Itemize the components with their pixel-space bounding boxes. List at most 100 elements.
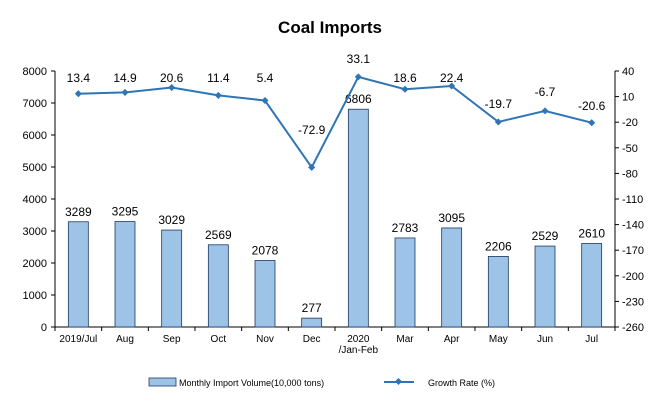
legend-line-marker <box>394 377 403 386</box>
right-tick-label: -230 <box>622 296 644 308</box>
bar <box>441 227 463 328</box>
bar <box>161 229 183 328</box>
bar-value-label: 3289 <box>65 205 92 219</box>
x-category-label-line: /Jan-Feb <box>339 345 379 356</box>
right-tick-label: -50 <box>622 143 638 155</box>
right-tick-label: -170 <box>622 245 644 257</box>
right-tick-label: -140 <box>622 220 644 232</box>
left-tick-label: 5000 <box>23 162 47 174</box>
bar-data-labels: 3289 3295 3029 2569 2078 277 6806 2783 3095 2206 2… <box>65 92 605 315</box>
x-category-label: Jun <box>537 334 553 345</box>
left-tick-label: 4000 <box>23 194 47 206</box>
bar <box>207 244 229 328</box>
bar-value-label: 3095 <box>438 211 465 225</box>
line-value-label: 11.4 <box>207 71 230 85</box>
bar-value-label: 277 <box>302 301 322 315</box>
x-category-label-line: Apr <box>444 334 460 345</box>
bar <box>394 237 416 328</box>
right-tick-label: -200 <box>622 271 644 283</box>
line-point-marker <box>308 163 316 171</box>
x-category-label-line: Aug <box>116 334 134 345</box>
bar-value-label: 2078 <box>252 244 279 258</box>
line-value-label: 5.4 <box>257 71 274 85</box>
bar-value-label: 2206 <box>485 239 512 253</box>
x-category-label: Apr <box>444 334 460 345</box>
line-point-marker <box>448 82 456 90</box>
line-value-label: 18.6 <box>393 71 417 85</box>
x-category-label-line: Dec <box>303 334 321 345</box>
left-tick-label: 7000 <box>23 98 47 110</box>
left-tick-label: 3000 <box>23 226 47 238</box>
bar-value-label: 3029 <box>158 213 185 227</box>
x-category-label: Jul <box>585 334 598 345</box>
bar <box>581 243 603 328</box>
legend: Monthly Import Volume(10,000 tons) Growt… <box>148 377 495 388</box>
left-tick-label: 6000 <box>23 130 47 142</box>
bar <box>347 108 369 328</box>
line-point-marker <box>541 107 549 115</box>
left-tick-label: 8000 <box>23 66 47 78</box>
right-tick-label: -260 <box>622 322 644 334</box>
line-point-marker <box>261 96 269 105</box>
line-point-marker <box>588 119 596 127</box>
x-category-label-line: May <box>489 334 508 345</box>
line-data-labels: 13.4 14.9 20.6 11.4 5.4 -72.9 33.1 18.6 22.4 -19.… <box>67 52 606 137</box>
bar <box>67 221 89 328</box>
axes: 0 1000 2000 3000 4000 5000 6000 7000 8000 40 10 -20… <box>23 66 645 356</box>
legend-bar-label: Monthly Import Volume(10,000 tons) <box>179 378 324 388</box>
bar-value-label: 2529 <box>532 229 559 243</box>
x-category-label: 2020/Jan-Feb <box>339 334 379 356</box>
bar-value-label: 3295 <box>112 205 139 219</box>
line-point-marker <box>121 88 129 96</box>
line-point-marker <box>401 85 409 93</box>
line-value-label: -20.6 <box>578 99 606 113</box>
line-value-label: -6.7 <box>535 85 556 99</box>
bar-value-label: 2569 <box>205 228 232 242</box>
right-tick-label: 10 <box>622 92 634 104</box>
x-category-label: Mar <box>396 334 414 345</box>
line-value-label: 14.9 <box>113 71 137 85</box>
line-point-marker <box>354 73 362 81</box>
x-category-label-line: Mar <box>396 334 414 345</box>
x-category-label-line: Sep <box>163 334 181 345</box>
line-value-label: 20.6 <box>160 71 184 85</box>
legend-line-label: Growth Rate (%) <box>428 378 495 388</box>
bar-value-label: 2783 <box>392 221 419 235</box>
line-point-marker <box>168 84 176 92</box>
x-category-label: May <box>489 334 508 345</box>
growth-line <box>78 75 592 170</box>
right-tick-label: -110 <box>622 194 643 206</box>
x-category-label: Nov <box>256 334 274 345</box>
bar-value-label: 6806 <box>345 92 372 106</box>
bar <box>114 221 136 328</box>
line-value-label: 22.4 <box>440 71 464 85</box>
right-tick-label: -20 <box>622 117 638 129</box>
line-series <box>74 73 596 171</box>
x-category-label-line: Oct <box>211 334 227 345</box>
chart-title: Coal Imports <box>278 18 382 37</box>
x-category-label: Sep <box>163 334 181 345</box>
line-value-label: 33.1 <box>347 52 371 66</box>
line-value-label: -72.9 <box>298 123 326 137</box>
line-value-label: 13.4 <box>67 71 91 85</box>
right-tick-label: 40 <box>622 66 634 78</box>
right-tick-label: -80 <box>622 168 638 180</box>
bar <box>254 260 276 328</box>
line-point-marker <box>74 90 82 98</box>
bar-value-label: 2610 <box>578 226 605 240</box>
left-tick-label: 2000 <box>23 258 47 270</box>
x-category-label-line: Jul <box>585 334 598 345</box>
x-category-label: 2019/Jul <box>59 334 97 345</box>
line-point-marker <box>214 91 222 99</box>
bar <box>487 256 509 328</box>
x-category-label: Dec <box>303 334 321 345</box>
legend-bar-swatch <box>148 377 177 387</box>
x-category-label: Oct <box>211 334 227 345</box>
bar <box>301 317 323 328</box>
x-category-label-line: Jun <box>537 334 553 345</box>
left-tick-label: 1000 <box>23 290 47 302</box>
x-category-label-line: 2020 <box>347 334 370 345</box>
bar-series <box>67 108 603 328</box>
x-category-label-line: Nov <box>256 334 274 345</box>
